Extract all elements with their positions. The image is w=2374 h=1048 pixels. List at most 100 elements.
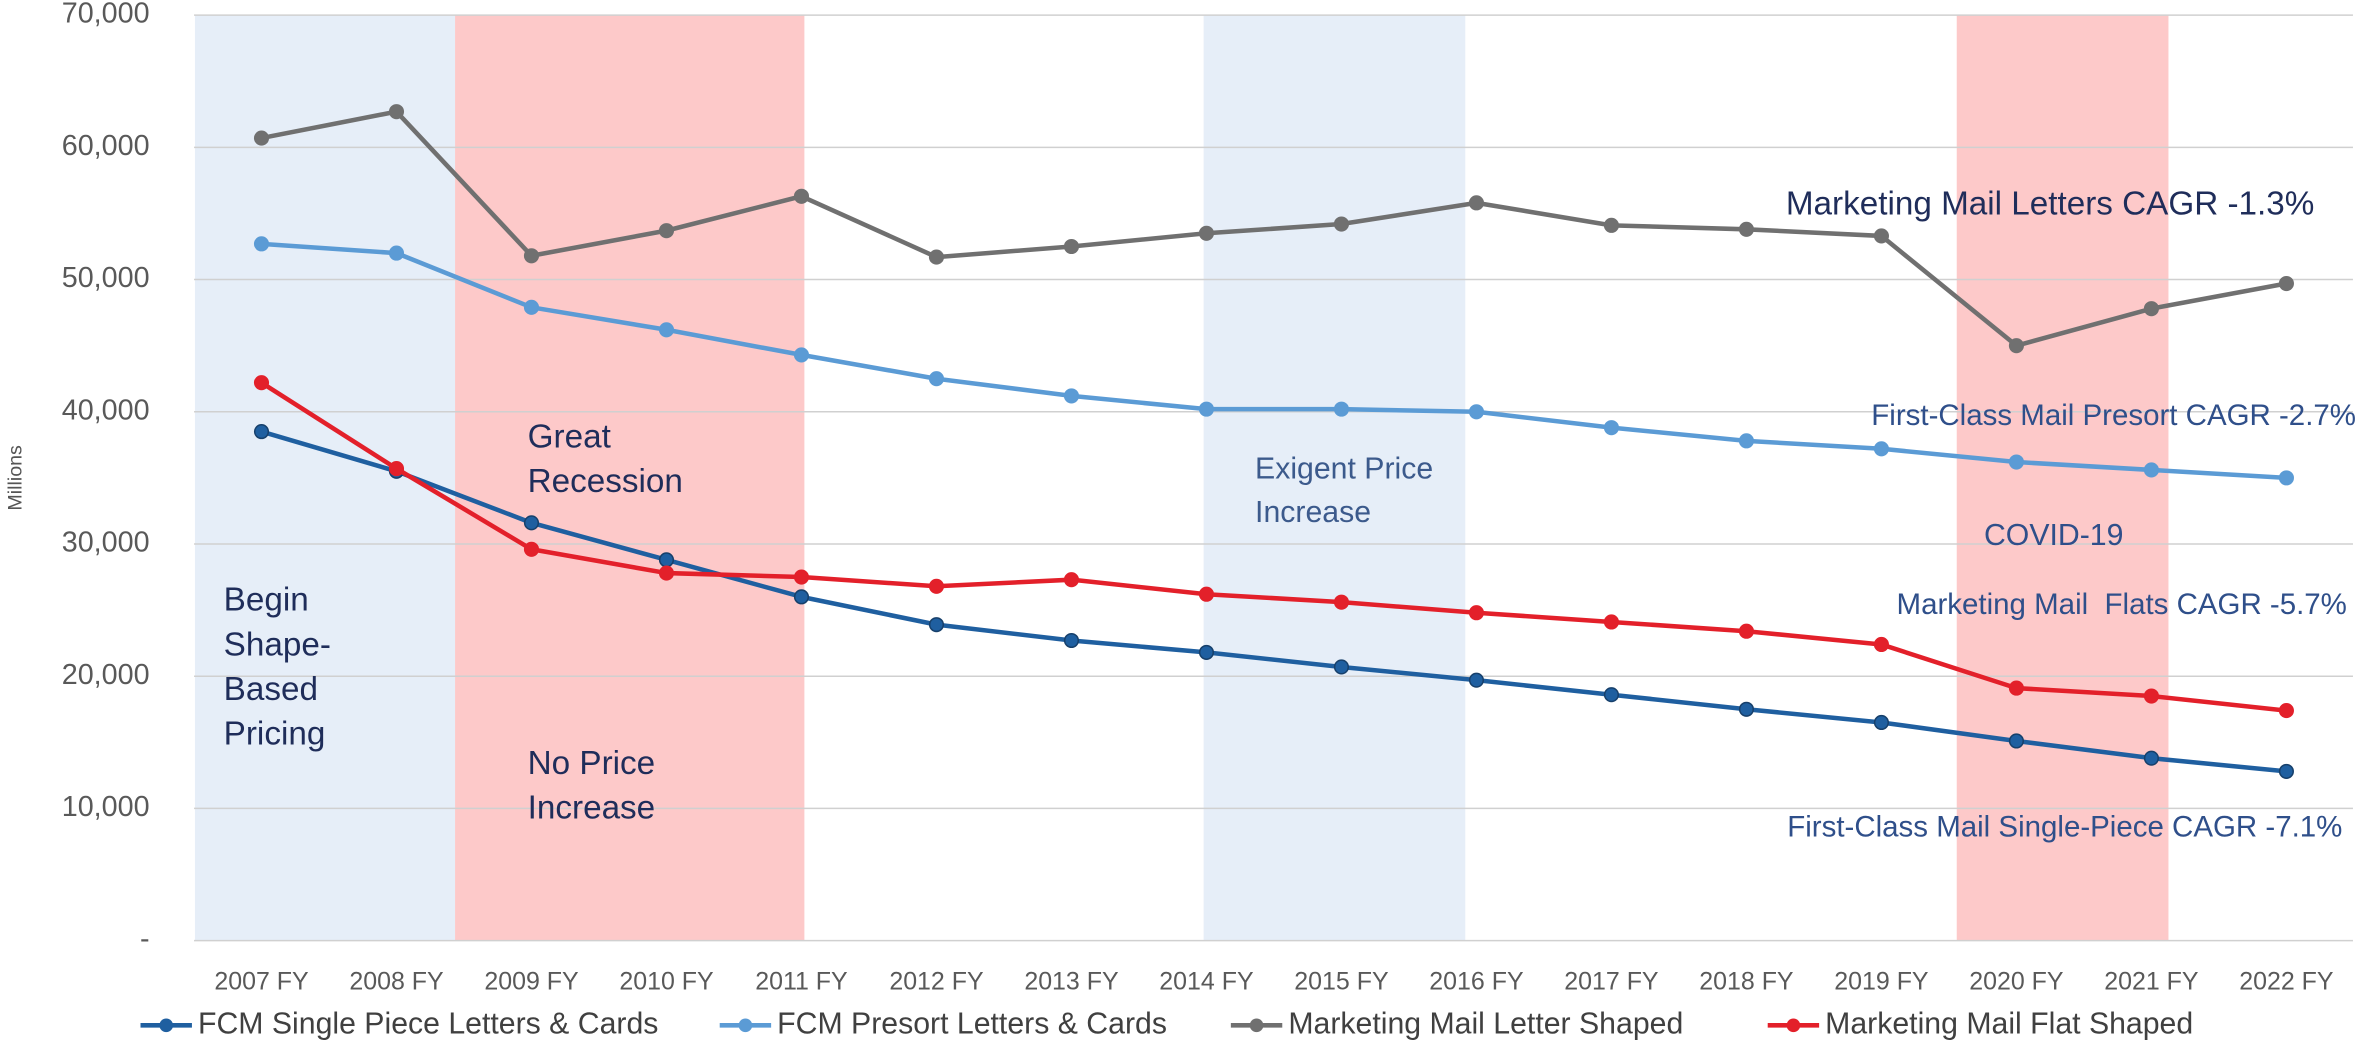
y-tick-label: 70,000 [62, 0, 150, 30]
legend-label: Marketing Mail Flat Shaped [1825, 1007, 2193, 1040]
data-point [1603, 217, 1620, 233]
y-tick-label: - [140, 923, 150, 955]
period-shade [1203, 15, 1466, 941]
annotation: Shape- [224, 626, 331, 663]
data-point [388, 245, 405, 261]
legend-label: FCM Single Piece Letters & Cards [198, 1007, 658, 1040]
data-point [1198, 586, 1215, 602]
data-point [658, 565, 675, 581]
data-point [2008, 733, 2024, 749]
annotation: Marketing Mail Letters CAGR -1.3% [1786, 185, 2314, 222]
data-point [658, 322, 675, 338]
x-tick-label: 2022 FY [2239, 968, 2334, 996]
data-point [1738, 623, 1754, 639]
data-point [1468, 404, 1485, 420]
data-point [1468, 672, 1485, 688]
data-point [1333, 659, 1350, 675]
y-tick-label: 40,000 [62, 394, 150, 426]
data-point [1198, 225, 1215, 241]
data-point [1063, 388, 1080, 404]
legend-label: FCM Presort Letters & Cards [777, 1007, 1167, 1040]
period-shade [455, 15, 805, 941]
series-line [260, 429, 2287, 774]
data-point [1063, 238, 1080, 255]
data-point [1333, 216, 1350, 232]
x-tick-label: 2009 FY [484, 968, 579, 996]
y-tick-label: 30,000 [62, 527, 150, 559]
data-point [793, 589, 810, 605]
x-tick-label: 2013 FY [1024, 968, 1119, 996]
data-point [928, 371, 945, 387]
x-tick-label: 2012 FY [889, 968, 984, 996]
data-point [1603, 420, 1620, 436]
annotation: Great [528, 418, 611, 455]
annotation: No Price [528, 745, 656, 782]
data-point [1738, 433, 1754, 449]
annotation: Increase [1255, 496, 1371, 529]
annotation: Begin [224, 582, 309, 619]
data-point [2008, 338, 2024, 354]
annotation: Pricing [224, 715, 326, 752]
x-tick-label: 2017 FY [1564, 968, 1659, 996]
data-point [1468, 605, 1485, 621]
data-point [1873, 714, 1889, 731]
data-point [253, 375, 270, 391]
x-tick-label: 2020 FY [1969, 968, 2064, 996]
data-point [253, 130, 270, 146]
series-line [261, 241, 2287, 481]
data-point [2278, 275, 2294, 292]
data-point [523, 541, 540, 557]
data-point [523, 515, 540, 531]
data-point [928, 617, 945, 633]
annotation: First-Class Mail Presort CAGR -2.7% [1871, 399, 2356, 432]
y-tick-label: 10,000 [62, 791, 150, 823]
legend-marker [738, 1018, 753, 1033]
series-line [261, 109, 2287, 348]
annotation: COVID-19 [1984, 519, 2123, 552]
data-point [793, 188, 810, 204]
legend-marker [1249, 1018, 1264, 1033]
period-shade [1956, 15, 2169, 941]
x-tick-label: 2007 FY [214, 968, 309, 996]
data-point [2008, 680, 2024, 696]
data-point [2143, 462, 2159, 478]
x-tick-label: 2018 FY [1699, 968, 1794, 996]
data-point [2008, 454, 2024, 470]
annotation: First-Class Mail Single-Piece CAGR -7.1% [1787, 811, 2342, 844]
data-point [1873, 636, 1889, 653]
data-point [793, 569, 810, 585]
data-point [523, 299, 540, 315]
x-tick-label: 2014 FY [1159, 968, 1254, 996]
data-point [1603, 614, 1620, 630]
legend-marker [159, 1018, 174, 1033]
x-tick-label: 2011 FY [755, 968, 848, 996]
y-axis-label: Millions [5, 445, 27, 511]
data-point [388, 461, 405, 477]
x-tick-label: 2021 FY [2104, 968, 2199, 996]
data-point [1333, 401, 1350, 417]
x-tick-label: 2016 FY [1429, 968, 1524, 996]
data-point [253, 236, 270, 252]
series-line [260, 380, 2287, 713]
y-tick-label: 20,000 [62, 659, 150, 691]
data-point [523, 248, 540, 264]
data-point [928, 249, 945, 265]
legend-marker [1786, 1018, 1801, 1033]
data-point [1738, 221, 1754, 237]
annotation: Recession [528, 463, 683, 500]
data-point [1063, 572, 1080, 588]
data-point [2278, 763, 2294, 779]
x-tick-label: 2008 FY [349, 968, 444, 996]
data-point [2278, 470, 2294, 486]
x-tick-label: 2010 FY [619, 968, 714, 996]
data-point [1873, 228, 1889, 244]
legend-label: Marketing Mail Letter Shaped [1288, 1007, 1683, 1040]
data-point [658, 223, 675, 239]
data-point [1603, 687, 1620, 703]
data-point [1198, 401, 1215, 417]
x-tick-label: 2019 FY [1834, 968, 1929, 996]
data-point [2143, 688, 2159, 704]
data-point [1198, 644, 1215, 660]
data-point [1063, 632, 1080, 649]
